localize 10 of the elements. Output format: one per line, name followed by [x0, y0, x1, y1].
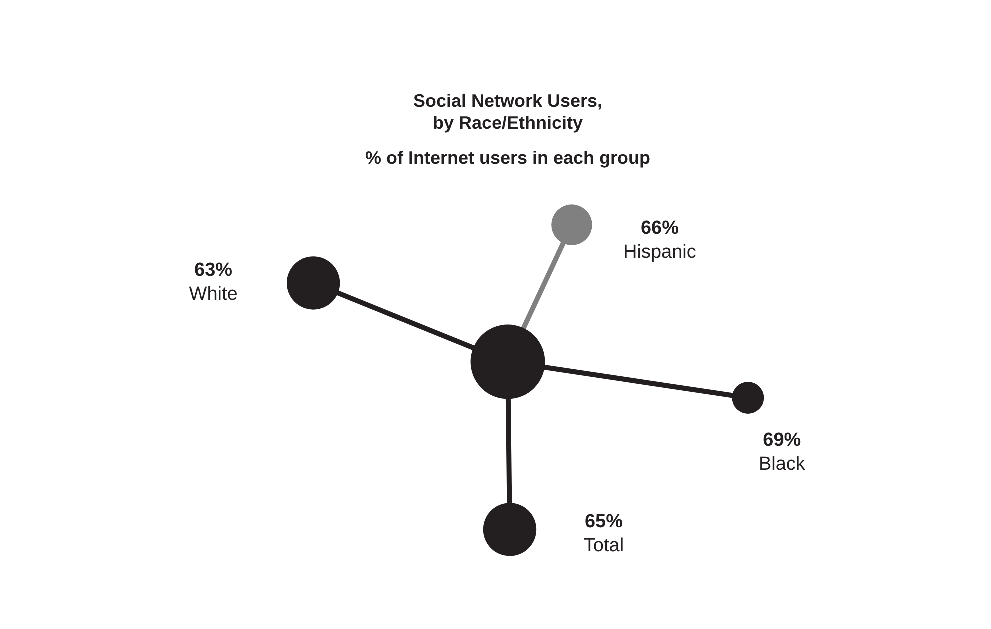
- category-label: Total: [584, 536, 624, 557]
- data-label: 69%: [763, 430, 802, 452]
- category-label: Black: [758, 454, 806, 476]
- category-label: Hispanic: [624, 242, 696, 264]
- text: % of Internet users in each group: [365, 148, 651, 168]
- category-label: White: [189, 284, 238, 306]
- data-label: 65%: [584, 512, 624, 533]
- data-label: 63%: [194, 260, 233, 282]
- data-label: 66%: [640, 218, 680, 240]
- text: Social Network Users, by Race/Ethnicity: [413, 91, 603, 133]
